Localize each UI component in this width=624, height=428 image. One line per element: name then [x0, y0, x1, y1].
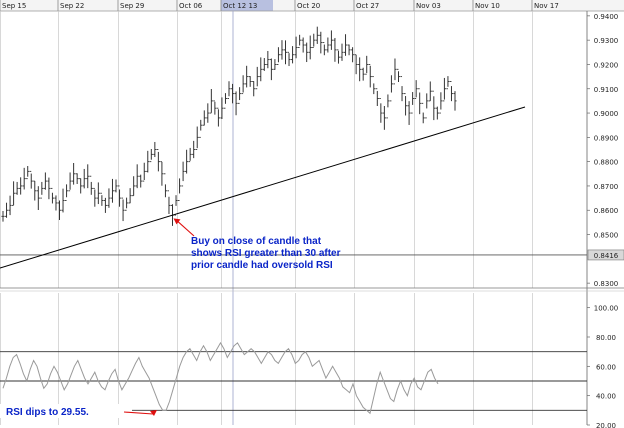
- price-y-tick-label: 0.8800: [594, 159, 619, 167]
- price-panel: 0.9400 0.9300 0.9200 0.9100 0.9000 0.8900 0.88…: [0, 11, 624, 425]
- rsi-y-tick-label: 100.00: [594, 305, 619, 313]
- date-tick-label: Sep 15: [2, 2, 26, 10]
- date-axis-highlight: [221, 0, 273, 11]
- date-tick-label: Oct 27: [356, 2, 379, 10]
- annotation-text-line: Buy on close of candle that: [191, 236, 322, 247]
- rsi-annotation-background: [0, 404, 132, 418]
- rsi-annotation-text: RSI dips to 29.55.: [6, 407, 89, 418]
- rsi-panel: 100.00 80.00 60.00 40.00 20.00 RSI dips to 29…: [0, 293, 618, 428]
- annotation-arrow-line: [176, 219, 195, 237]
- rsi-y-tick-label: 20.00: [596, 422, 616, 428]
- price-y-tick-label: 0.9300: [594, 37, 619, 45]
- date-tick-label: Nov 17: [534, 2, 559, 10]
- date-tick-label: Nov 03: [416, 2, 441, 10]
- price-y-tick-label: 0.9400: [594, 13, 619, 21]
- date-tick-label: Oct 20: [297, 2, 320, 10]
- rsi-annotation-arrow-line: [123, 411, 154, 415]
- rsi-y-tick-label: 80.00: [596, 334, 616, 342]
- annotation-text-line: prior candle had oversold RSI: [191, 260, 333, 271]
- price-y-tick-label: 0.9100: [594, 86, 619, 94]
- rsi-y-tick-label: 40.00: [596, 393, 616, 401]
- price-y-tick-label: 0.9000: [594, 110, 619, 118]
- date-axis-background: [0, 0, 624, 11]
- price-y-tick-label: 0.8600: [594, 207, 619, 215]
- date-axis: Sep 15 Sep 22 Sep 29 Oct 06 Oct 12 13 Oct 20 O…: [0, 0, 624, 12]
- rsi-annotation-arrow-head: [150, 409, 157, 416]
- rsi-line: [2, 341, 439, 415]
- price-y-tick-label: 0.8300: [594, 280, 619, 288]
- annotation-text-line: shows RSI greater than 30 after: [191, 248, 341, 259]
- date-tick-label: Oct 12 13: [223, 2, 257, 10]
- price-y-tick-label: 0.9200: [594, 61, 619, 69]
- date-tick-label: Oct 06: [179, 2, 203, 10]
- date-tick-label: Nov 10: [475, 2, 500, 10]
- price-y-tick-label: 0.8700: [594, 183, 619, 191]
- rsi-y-tick-label: 60.00: [596, 363, 616, 371]
- current-value-box: [587, 249, 624, 261]
- price-y-tick-label: 0.8500: [594, 232, 619, 240]
- price-y-tick-label: 0.8900: [594, 134, 619, 142]
- date-tick-label: Sep 22: [60, 2, 84, 10]
- annotation-arrow-head: [173, 218, 181, 225]
- support-trendline: [0, 106, 526, 269]
- date-tick-label: Sep 29: [120, 2, 144, 10]
- current-value-label: 0.8416: [594, 252, 619, 260]
